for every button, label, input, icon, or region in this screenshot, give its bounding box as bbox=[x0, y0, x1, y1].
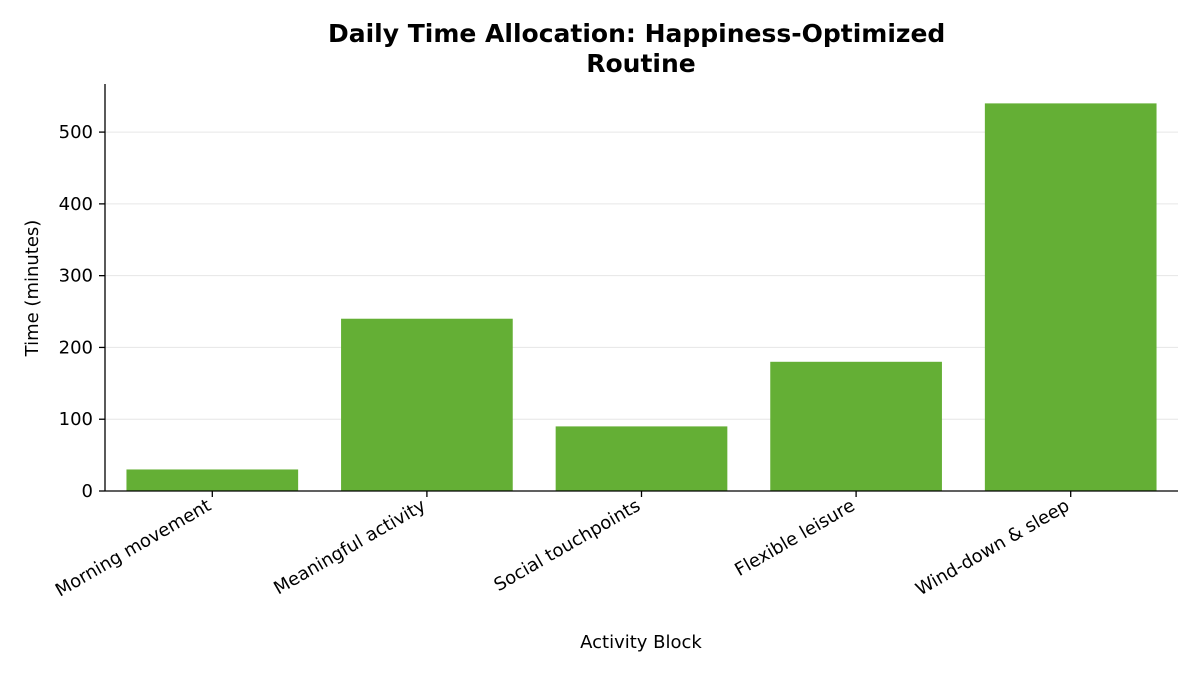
bars bbox=[126, 103, 1157, 491]
y-tick-label: 100 bbox=[59, 409, 93, 430]
y-tick-label: 0 bbox=[82, 481, 93, 502]
x-tick-label: Morning movement bbox=[52, 495, 215, 601]
x-tick-label: Social touchpoints bbox=[490, 495, 644, 596]
bar bbox=[555, 426, 728, 491]
x-tick-label: Flexible leisure bbox=[731, 495, 858, 581]
bar bbox=[984, 103, 1157, 491]
y-tick-label: 500 bbox=[59, 122, 93, 143]
y-axis-label: Time (minutes) bbox=[22, 220, 43, 358]
x-axis-label: Activity Block bbox=[580, 632, 702, 653]
bar bbox=[770, 361, 942, 491]
x-tick-label: Wind-down & sleep bbox=[912, 495, 1073, 600]
y-tick-label: 300 bbox=[59, 266, 93, 287]
chart-title: Daily Time Allocation: Happiness-Optimiz… bbox=[328, 19, 954, 78]
bar bbox=[341, 318, 513, 491]
y-tick-label: 200 bbox=[59, 337, 93, 358]
chart-title-line-2: Routine bbox=[586, 49, 696, 78]
chart-title-line-1: Daily Time Allocation: Happiness-Optimiz… bbox=[328, 19, 945, 48]
x-tick-label: Meaningful activity bbox=[270, 495, 429, 599]
y-tick-label: 400 bbox=[59, 194, 93, 215]
bar bbox=[126, 469, 299, 491]
